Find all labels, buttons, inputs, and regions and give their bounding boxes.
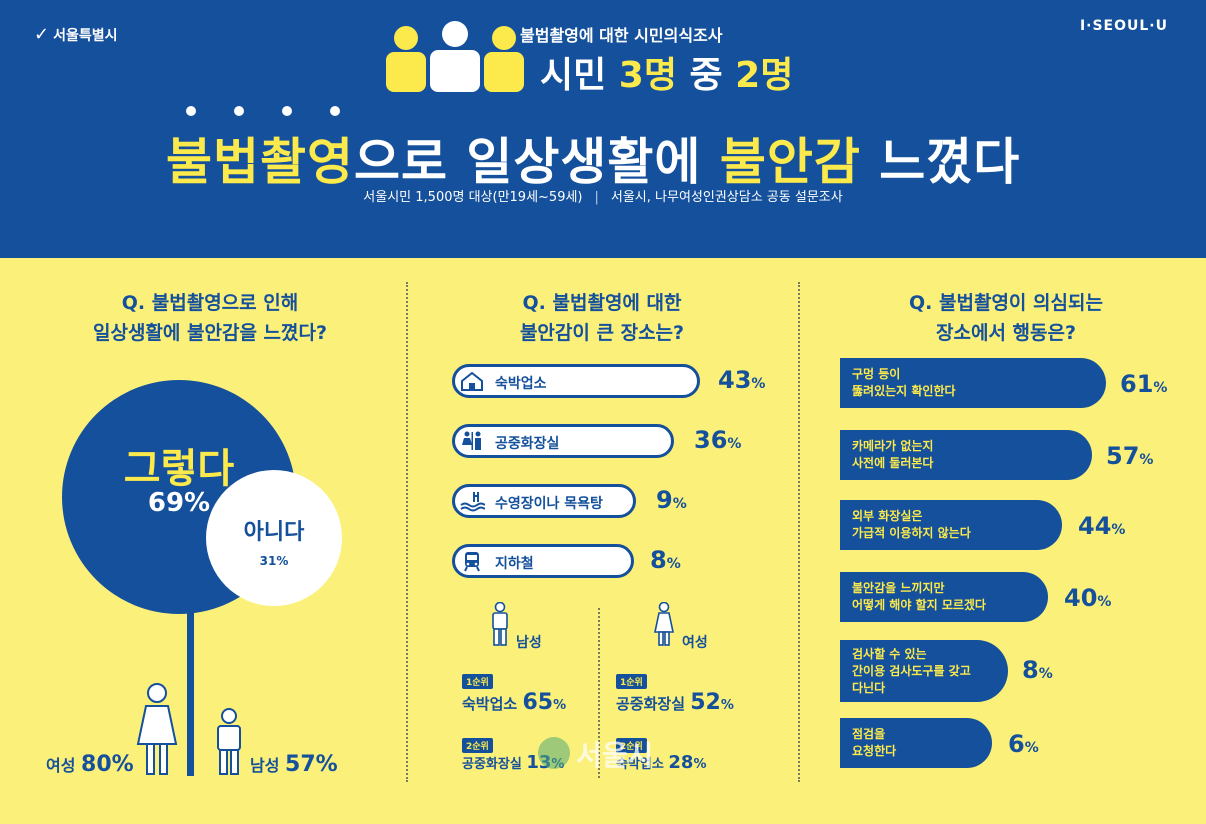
q1-question: Q. 불법촬영으로 인해 일상생활에 불안감을 느꼈다? (20, 288, 400, 348)
place-pct: 9% (656, 486, 687, 514)
source-right: 서울시, 나무여성인권상담소 공동 설문조사 (610, 190, 843, 205)
female-pct: 80% (81, 752, 134, 777)
seoul-logo: ✓ 서울특별시 (34, 24, 118, 45)
male-small-icon (492, 602, 508, 646)
place-bar: 공중화장실 (452, 424, 674, 458)
female-rank1-place: 공중화장실 (616, 695, 686, 713)
restroom-icon (462, 431, 481, 450)
female-rank2-pct: 28 (668, 752, 694, 773)
q3-question-line1: Q. 불법촬영이 의심되는 (909, 292, 1103, 314)
headline-prefix: 시민 (540, 55, 619, 96)
title-part3: 불안감 (719, 133, 861, 191)
male-figure-icon (217, 708, 241, 775)
seoul-logo-icon: ✓ (34, 24, 50, 45)
action-bar: 구멍 등이 뚫려있는지 확인한다 (840, 358, 1106, 408)
place-bar: 숙박업소 (452, 364, 700, 398)
title-part4: 느꼈다 (860, 133, 1021, 191)
male-pct: 57% (285, 752, 338, 777)
headline: 시민 3명 중 2명 (540, 46, 793, 98)
action-pct: 61% (1120, 370, 1168, 398)
watermark: 서울시 (576, 739, 654, 772)
male-rank-title: 남성 (516, 635, 542, 651)
female-rank-title: 여성 (682, 635, 708, 651)
place-label: 숙박업소 (495, 376, 547, 392)
place-pct: 36% (694, 426, 742, 454)
female-figure-icon (136, 683, 178, 775)
gender-divider (598, 608, 600, 778)
female-label: 여성 (46, 756, 76, 775)
action-bar: 외부 화장실은 가급적 이용하지 않는다 (840, 500, 1062, 550)
survey-source: 서울시민 1,500명 대상(만19세~59세) | 서울시, 나무여성인권상담소 … (0, 186, 1206, 205)
action-bar: 점검을 요청한다 (840, 718, 992, 768)
place-bar: 수영장이나 목욕탕 (452, 484, 636, 518)
female-rank2-badge: 2순위 (616, 738, 647, 753)
headline-num2: 2명 (735, 55, 794, 96)
male-rank1: 숙박업소 65% (462, 690, 567, 715)
place-label: 지하철 (495, 556, 534, 572)
place-label: 수영장이나 목욕탕 (495, 496, 603, 512)
action-bar: 불안감을 느끼지만 어떻게 해야 할지 모르겠다 (840, 572, 1048, 622)
female-rank2: 숙박업소 28% (616, 752, 707, 773)
female-rank1: 공중화장실 52% (616, 690, 734, 715)
place-pct: 43% (718, 366, 766, 394)
column-divider-2 (798, 282, 800, 782)
no-pct: 31% (259, 554, 289, 568)
q1-question-line1: Q. 불법촬영으로 인해 (121, 292, 299, 314)
action-bar: 카메라가 없는지 사전에 둘러본다 (840, 430, 1092, 480)
male-label: 남성 (250, 756, 280, 775)
action-pct: 57% (1106, 442, 1154, 470)
title-part2: 으로 일상생활에 (354, 133, 720, 191)
female-rank1-badge: 1순위 (616, 674, 647, 689)
circle-pole (187, 600, 194, 776)
headline-num1: 3명 (618, 55, 677, 96)
place-pct: 8% (650, 546, 681, 574)
q1-question-line2: 일상생활에 불안감을 느꼈다? (92, 322, 327, 344)
header-banner: ✓ 서울특별시 I·SEOUL·U 불법촬영에 대한 시민의식조사 시민 3명 … (0, 0, 1206, 258)
q2-question-line1: Q. 불법촬영에 대한 (522, 292, 682, 314)
main-title: 불법촬영으로 일상생활에 불안감 느꼈다 (166, 122, 1020, 194)
action-pct: 44% (1078, 512, 1126, 540)
subway-icon (464, 552, 480, 572)
no-label: 아니다 (243, 520, 305, 545)
female-small-icon (654, 602, 674, 646)
place-label: 공중화장실 (495, 436, 560, 452)
q3-question: Q. 불법촬영이 의심되는 장소에서 행동은? (806, 288, 1206, 348)
female-rank2-place: 숙박업소 (616, 757, 664, 772)
male-rank2-badge: 2순위 (462, 738, 493, 753)
no-circle: 아니다 31% (206, 470, 342, 606)
watermark-icon (538, 737, 570, 769)
people-icon (386, 21, 524, 92)
male-stat: 남성 57% (250, 752, 338, 777)
male-rank1-place: 숙박업소 (462, 695, 518, 713)
action-pct: 8% (1022, 656, 1053, 684)
action-bar: 검사할 수 있는 간이용 검사도구를 갖고 다닌다 (840, 640, 1008, 702)
column-divider-1 (406, 282, 408, 782)
male-rank1-pct: 65 (522, 690, 554, 715)
female-rank1-pct: 52 (690, 690, 721, 715)
title-part1: 불법촬영 (166, 133, 354, 191)
iseoulu-logo: I·SEOUL·U (1079, 18, 1168, 34)
male-rank1-badge: 1순위 (462, 674, 493, 689)
place-bar: 지하철 (452, 544, 634, 578)
q3-question-line2: 장소에서 행동은? (936, 322, 1076, 344)
q2-question-line2: 불안감이 큰 장소는? (519, 322, 685, 344)
female-stat: 여성 80% (46, 752, 134, 777)
pool-icon (460, 492, 485, 512)
house-icon (461, 371, 483, 391)
action-pct: 40% (1064, 584, 1112, 612)
seoul-logo-text: 서울특별시 (53, 27, 118, 44)
yes-pct: 69% (147, 488, 211, 518)
survey-subtitle: 불법촬영에 대한 시민의식조사 (520, 26, 723, 45)
yes-label: 그렇다 (123, 446, 235, 492)
male-rank2-place: 공중화장실 (462, 757, 522, 772)
action-pct: 6% (1008, 730, 1039, 758)
headline-mid: 중 (676, 55, 736, 96)
q2-question: Q. 불법촬영에 대한 불안감이 큰 장소는? (412, 288, 792, 348)
source-left: 서울시민 1,500명 대상(만19세~59세) (363, 190, 583, 205)
emphasis-dots (186, 106, 356, 120)
source-separator: | (594, 190, 599, 205)
